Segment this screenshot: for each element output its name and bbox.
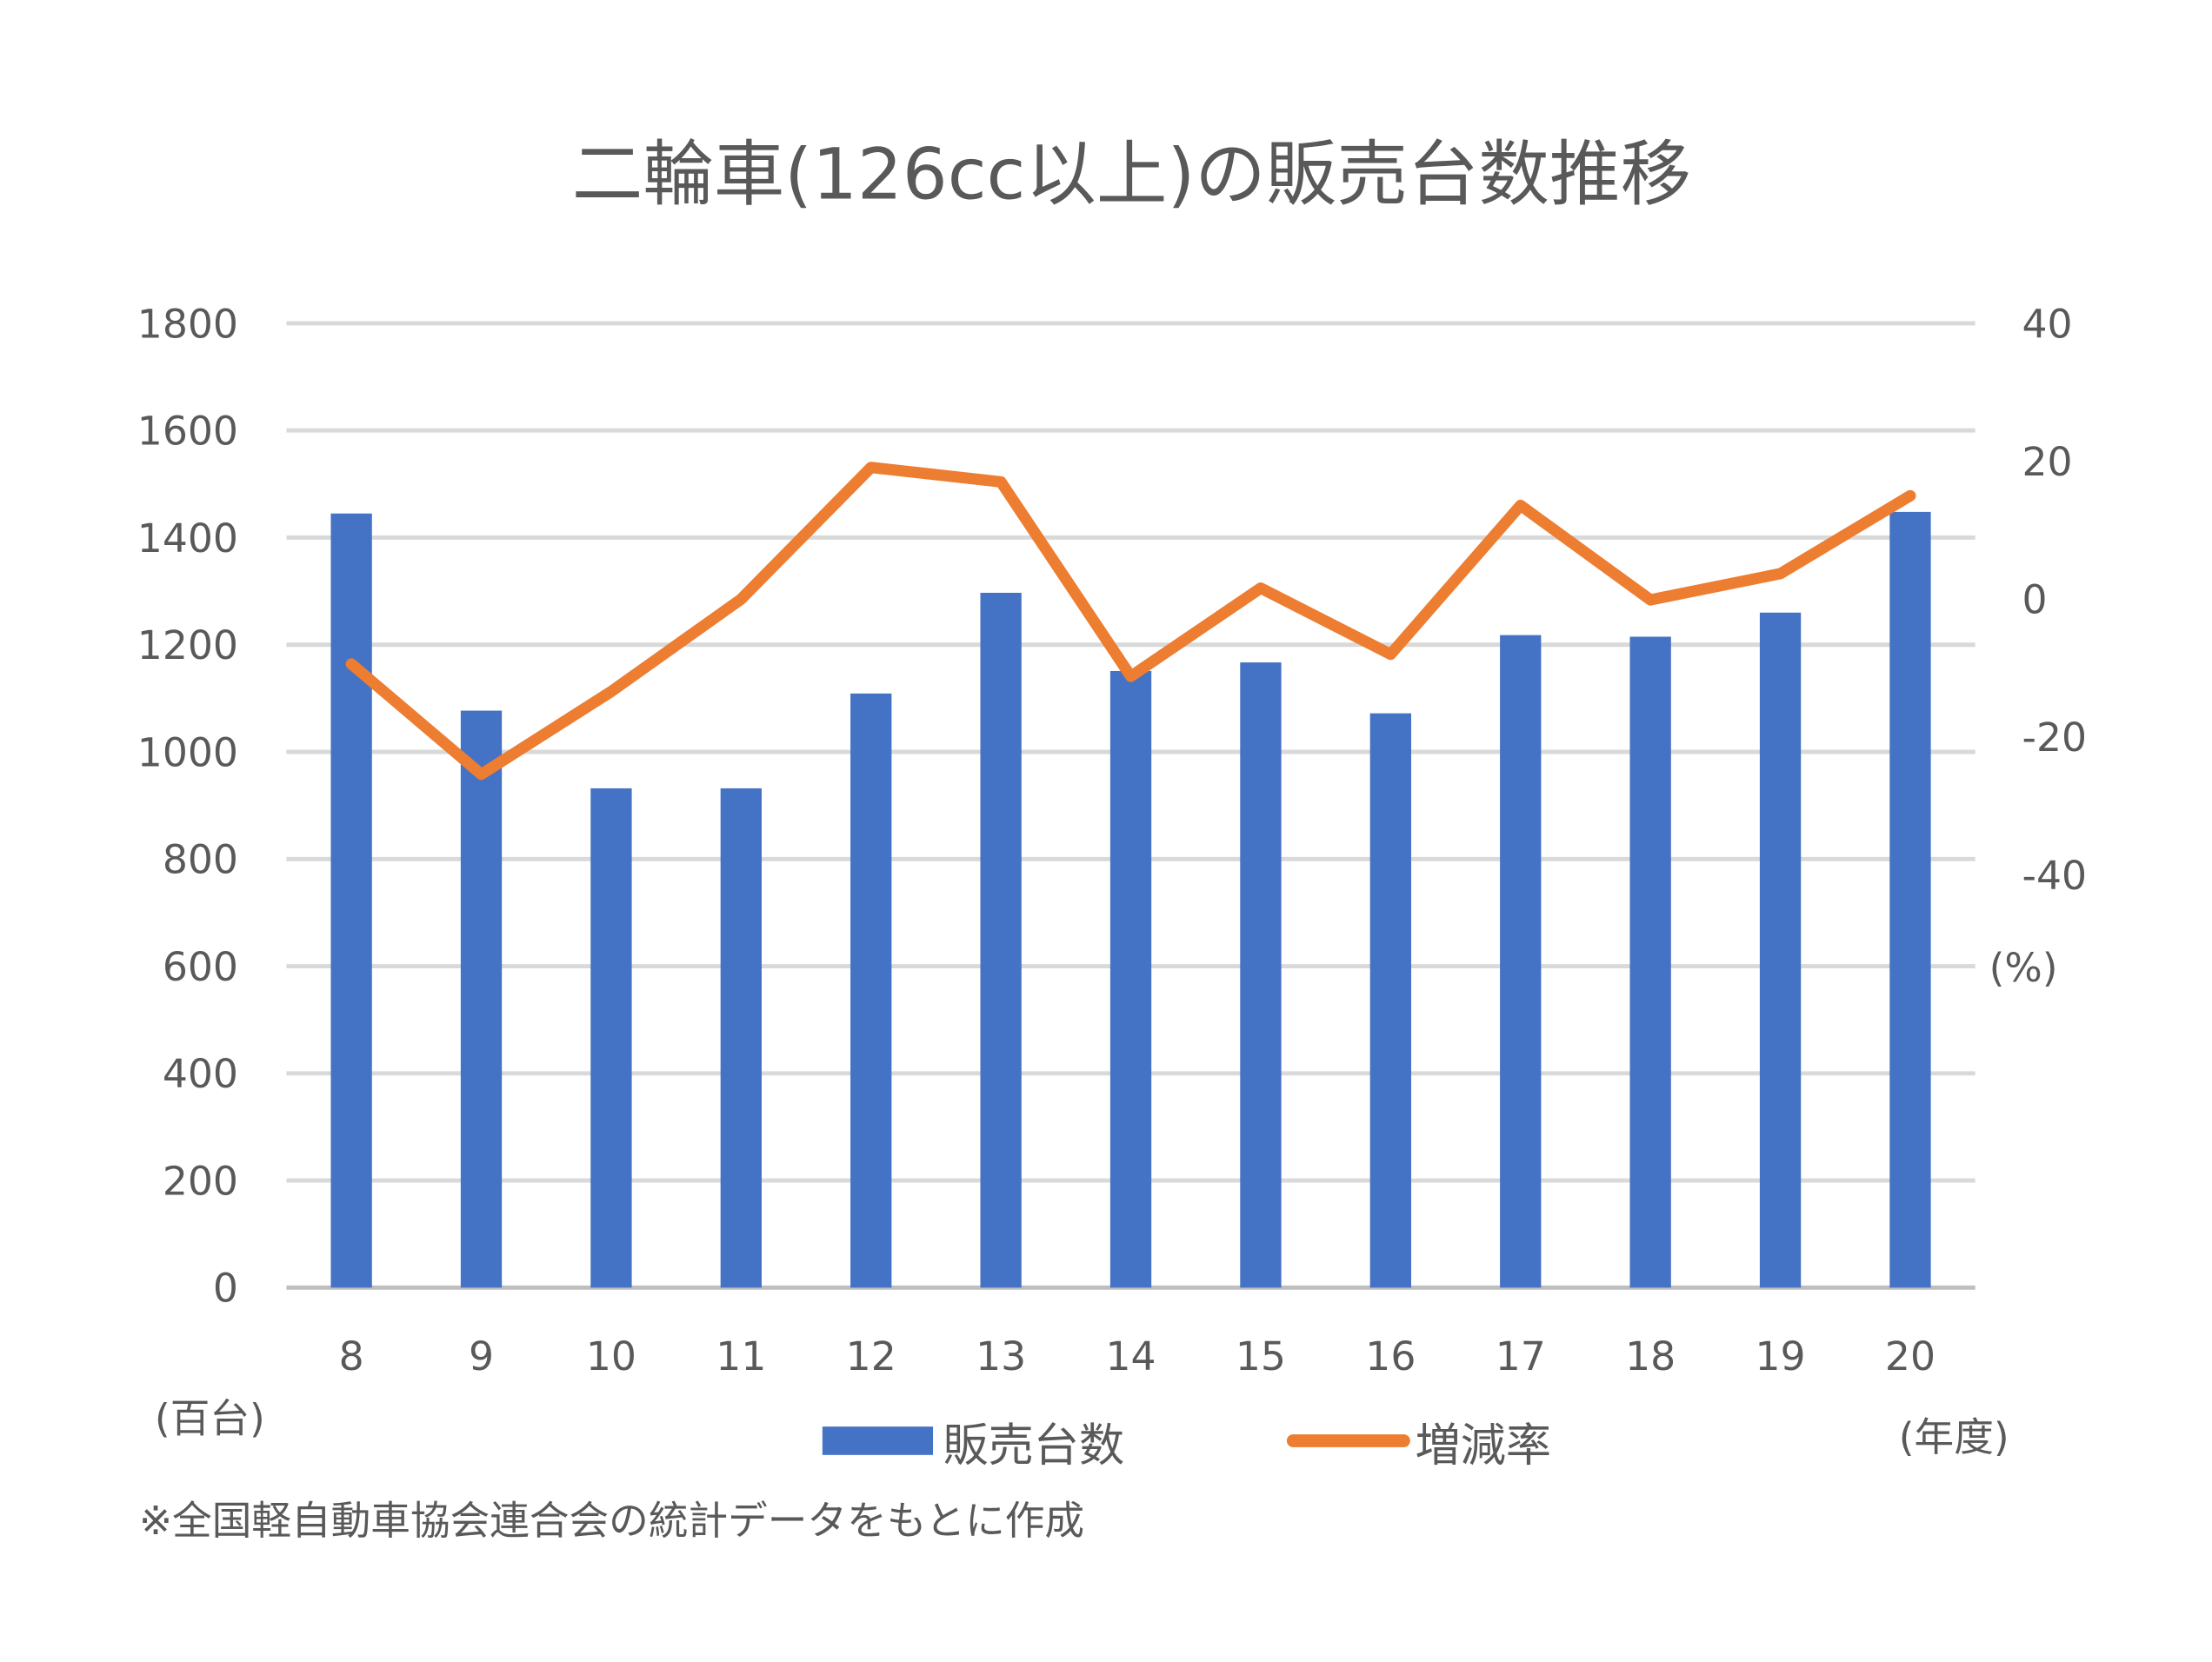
left-tick-label: 1200 (137, 622, 238, 668)
x-tick-label: 15 (1236, 1333, 1286, 1379)
bar (980, 592, 1022, 1288)
chart-title: 二輪車(126cc以上)の販売台数推移 (572, 133, 1691, 216)
left-tick-label: 200 (163, 1158, 238, 1204)
right-axis-unit: (%) (1989, 945, 2058, 991)
left-axis-ticks: 0 200 400 600 800 1000 1200 1400 1600 1800 (137, 301, 238, 1311)
left-tick-label: 1400 (137, 515, 238, 562)
bar (850, 693, 892, 1288)
x-tick-label: 18 (1625, 1333, 1676, 1379)
bar (1629, 636, 1671, 1288)
x-tick-label: 11 (716, 1333, 766, 1379)
left-tick-label: 1800 (137, 301, 238, 347)
right-tick-label: 20 (2022, 439, 2072, 485)
line-series (345, 462, 1916, 781)
x-tick-label: 13 (976, 1333, 1026, 1379)
left-axis-unit: (百台) (155, 1396, 265, 1442)
left-tick-label: 1000 (137, 729, 238, 775)
legend-bar-swatch (822, 1426, 934, 1455)
legend: 販売台数 増減率 (822, 1419, 1552, 1472)
left-tick-label: 400 (163, 1051, 238, 1097)
bar (1500, 635, 1542, 1288)
source-note: ※全国軽自動車協会連合会の統計データをもとに作成 (139, 1498, 1084, 1544)
left-tick-label: 1600 (137, 409, 238, 455)
bar (1889, 511, 1931, 1288)
x-tick-label: 16 (1365, 1333, 1416, 1379)
x-tick-label: 17 (1496, 1333, 1546, 1379)
x-tick-label: 14 (1105, 1333, 1156, 1379)
legend-line-label: 増減率 (1416, 1419, 1552, 1472)
left-tick-label: 0 (213, 1266, 238, 1312)
legend-bar-label: 販売台数 (943, 1419, 1124, 1472)
bars (330, 511, 1931, 1288)
left-tick-label: 800 (163, 837, 238, 883)
right-tick-label: 40 (2022, 301, 2072, 347)
x-tick-label: 20 (1885, 1333, 1936, 1379)
x-tick-label: 8 (339, 1333, 364, 1379)
x-axis-unit: (年度) (1899, 1414, 2009, 1460)
right-tick-label: 0 (2022, 577, 2047, 623)
x-tick-label: 12 (846, 1333, 896, 1379)
x-tick-label: 19 (1756, 1333, 1806, 1379)
bar (1109, 670, 1152, 1288)
right-tick-label: -20 (2022, 715, 2087, 761)
bar (330, 513, 372, 1288)
bar (1759, 612, 1802, 1288)
bar (590, 788, 632, 1288)
left-tick-label: 600 (163, 944, 238, 990)
x-axis-ticks: 8 9 10 11 12 13 14 15 16 17 18 19 20 (339, 1333, 1936, 1379)
right-axis-ticks: 40 20 0 -20 -40 (2022, 301, 2087, 899)
right-tick-label: -40 (2022, 853, 2087, 899)
bar (460, 710, 503, 1288)
bar (1240, 662, 1282, 1288)
bar (1369, 713, 1411, 1288)
x-tick-label: 9 (469, 1333, 494, 1379)
x-tick-label: 10 (586, 1333, 636, 1379)
bar (720, 788, 762, 1288)
